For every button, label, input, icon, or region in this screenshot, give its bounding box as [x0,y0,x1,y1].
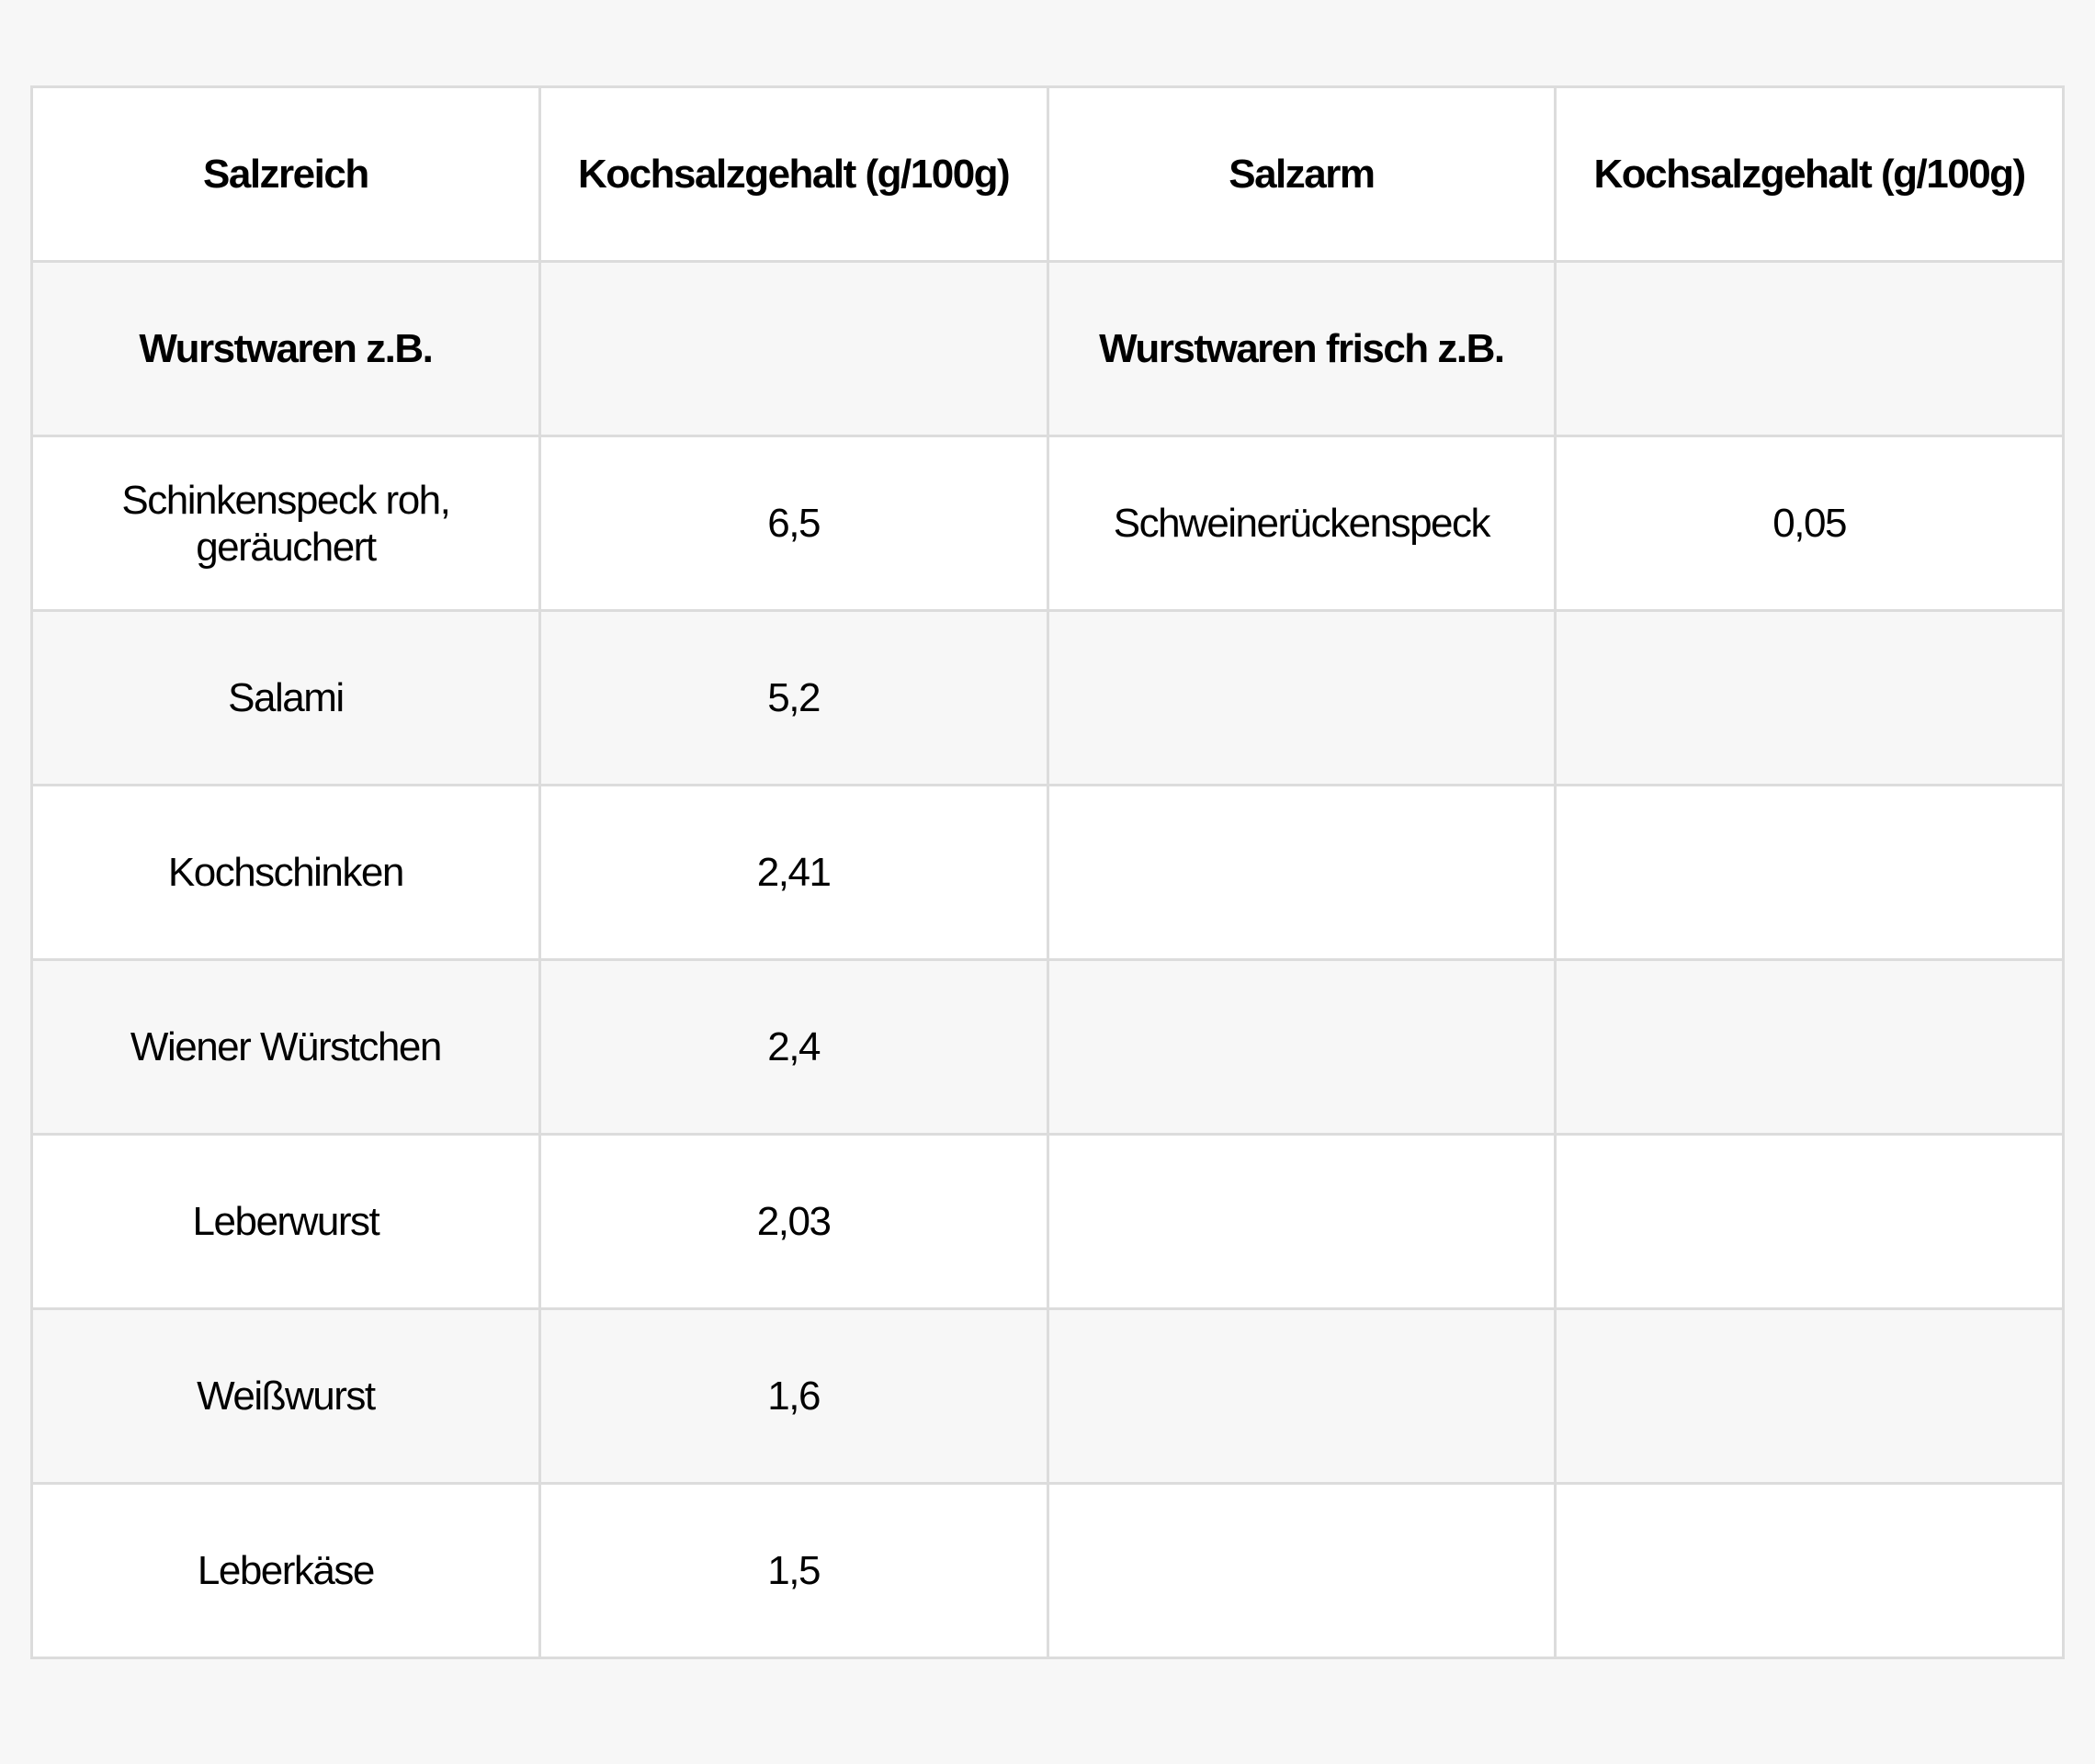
table-cell [1046,609,1557,786]
table-cell [1046,784,1557,961]
header-kochsalzgehalt-low: Kochsalzgehalt (g/100g) [1554,85,2065,263]
table-cell: Kochschinken [30,784,541,961]
table-cell: 1,6 [538,1307,1049,1485]
table-cell: Schinkenspeck roh, geräuchert [30,435,541,612]
table-row: Salami 5,2 [30,609,2065,786]
table-row: Schinkenspeck roh, geräuchert 6,5 Schwei… [30,435,2065,612]
table-cell: Leberkäse [30,1482,541,1659]
table-row: Leberwurst 2,03 [30,1133,2065,1310]
table-cell [1554,784,2065,961]
table-cell [1046,1482,1557,1659]
table-cell: 0,05 [1554,435,2065,612]
table-cell [1046,1307,1557,1485]
table-cell: 5,2 [538,609,1049,786]
table-row: Weißwurst 1,6 [30,1307,2065,1485]
table-cell: Weißwurst [30,1307,541,1485]
table-row: Leberkäse 1,5 [30,1482,2065,1659]
header-kochsalzgehalt-high: Kochsalzgehalt (g/100g) [538,85,1049,263]
table-cell: Wurstwaren z.B. [30,260,541,437]
table-row: Kochschinken 2,41 [30,784,2065,961]
table-cell: 2,41 [538,784,1049,961]
table-cell: Leberwurst [30,1133,541,1310]
header-salzreich: Salzreich [30,85,541,263]
salt-content-table-container: Salzreich Kochsalzgehalt (g/100g) Salzar… [30,85,2065,1659]
table-cell: Salami [30,609,541,786]
table-cell: Wurstwaren frisch z.B. [1046,260,1557,437]
table-cell: 2,4 [538,958,1049,1136]
table-cell [1046,1133,1557,1310]
table-cell [1554,260,2065,437]
table-cell: 6,5 [538,435,1049,612]
table-cell [1554,958,2065,1136]
table-header-row: Salzreich Kochsalzgehalt (g/100g) Salzar… [30,85,2065,263]
table-cell [1554,1133,2065,1310]
table-cell: Wiener Würstchen [30,958,541,1136]
salt-content-table: Salzreich Kochsalzgehalt (g/100g) Salzar… [30,85,2065,1659]
table-cell [1554,609,2065,786]
table-cell [538,260,1049,437]
table-cell: 1,5 [538,1482,1049,1659]
table-cell [1554,1307,2065,1485]
table-cell: 2,03 [538,1133,1049,1310]
table-row: Wurstwaren z.B. Wurstwaren frisch z.B. [30,260,2065,437]
table-cell [1554,1482,2065,1659]
header-salzarm: Salzarm [1046,85,1557,263]
table-row: Wiener Würstchen 2,4 [30,958,2065,1136]
table-cell [1046,958,1557,1136]
table-cell: Schweinerückenspeck [1046,435,1557,612]
